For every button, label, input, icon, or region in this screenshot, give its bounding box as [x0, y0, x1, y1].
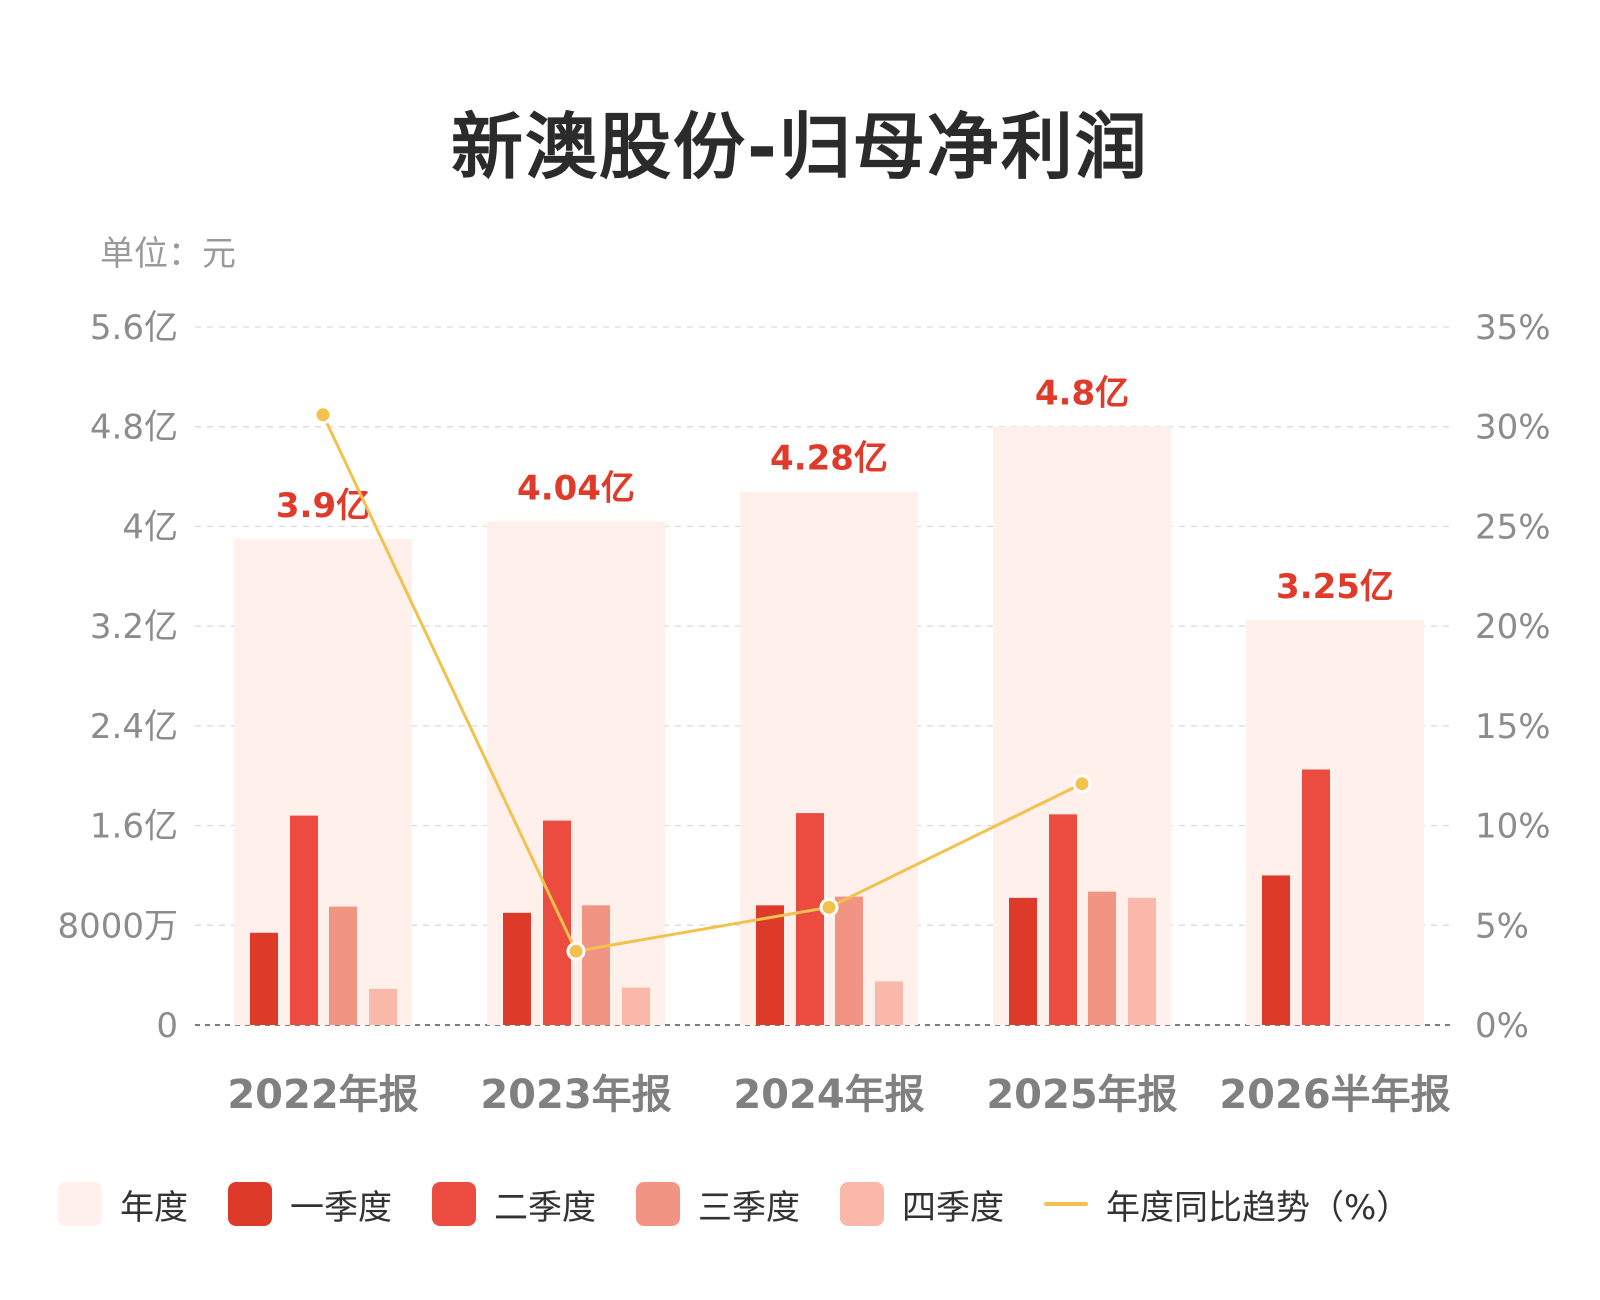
legend-swatch-annual: [58, 1182, 102, 1226]
trend-point: [313, 405, 333, 425]
y-right-tick-label: 0%: [1475, 1006, 1529, 1046]
y-left-tick-label: 5.6亿: [90, 308, 178, 348]
legend-label-annual: 年度: [120, 1187, 188, 1228]
annual-value-label: 3.25亿: [1276, 567, 1394, 607]
quarter-bar: [290, 815, 318, 1025]
legend-label-q4: 四季度: [902, 1187, 1004, 1228]
legend-label-q1: 一季度: [290, 1187, 392, 1228]
legend-swatch-q1: [228, 1182, 272, 1226]
quarter-bar: [1262, 875, 1290, 1025]
chart-title: 新澳股份-归母净利润: [451, 105, 1149, 189]
legend-item-q4: 四季度: [840, 1180, 1004, 1229]
quarter-bar: [1088, 891, 1116, 1025]
y-right-tick-label: 5%: [1475, 906, 1529, 946]
y-right-tick-label: 30%: [1475, 408, 1551, 448]
annual-value-label: 4.8亿: [1035, 374, 1129, 414]
y-left-tick-label: 4.8亿: [90, 408, 178, 448]
legend-item-annual: 年度: [58, 1180, 188, 1229]
quarter-bar: [796, 813, 824, 1025]
quarter-bar: [543, 820, 571, 1025]
quarter-bar: [250, 932, 278, 1025]
annual-value-label: 3.9亿: [276, 486, 370, 526]
y-right-tick-label: 35%: [1475, 308, 1551, 348]
legend-swatch-trend: [1044, 1202, 1088, 1206]
legend-item-q1: 一季度: [228, 1180, 392, 1229]
quarter-bar: [329, 906, 357, 1025]
quarter-bar: [1128, 897, 1156, 1025]
y-right-tick-label: 10%: [1475, 807, 1551, 847]
trend-point: [566, 941, 586, 961]
x-category-label: 2024年报: [733, 1072, 924, 1118]
quarter-bar: [875, 981, 903, 1025]
quarter-bar: [756, 905, 784, 1025]
quarter-bar: [1302, 769, 1330, 1025]
quarter-bar: [1009, 897, 1037, 1025]
y-right-tick-label: 20%: [1475, 607, 1551, 647]
legend-label-q3: 三季度: [698, 1187, 800, 1228]
annual-value-label: 4.28亿: [770, 439, 888, 479]
quarter-bar: [835, 896, 863, 1025]
quarter-bar: [1049, 814, 1077, 1025]
legend-label-q2: 二季度: [494, 1187, 596, 1228]
legend-item-trend: 年度同比趋势（%）: [1044, 1180, 1410, 1229]
y-left-tick-label: 0: [156, 1006, 178, 1046]
annual-value-label: 4.04亿: [517, 468, 635, 508]
y-left-tick-label: 2.4亿: [90, 707, 178, 747]
x-category-label: 2026半年报: [1219, 1072, 1450, 1118]
quarter-bar: [369, 988, 397, 1025]
trend-line: [321, 414, 1083, 953]
unit-label: 单位：元: [100, 234, 236, 274]
x-category-label: 2023年报: [480, 1072, 671, 1118]
legend-swatch-q2: [432, 1182, 476, 1226]
y-left-tick-label: 4亿: [122, 507, 178, 547]
x-category-label: 2022年报: [227, 1072, 418, 1118]
y-left-tick-label: 1.6亿: [90, 807, 178, 847]
legend-label-trend: 年度同比趋势（%）: [1106, 1187, 1411, 1228]
legend-swatch-q4: [840, 1182, 884, 1226]
y-left-tick-label: 8000万: [57, 906, 178, 946]
quarter-bar: [503, 912, 531, 1025]
quarter-bar: [622, 987, 650, 1025]
y-right-tick-label: 25%: [1475, 507, 1551, 547]
trend-point: [819, 897, 839, 917]
trend-point: [1072, 774, 1092, 794]
legend: 年度 一季度 二季度 三季度 四季度 年度同比趋势（%）: [58, 1180, 1450, 1228]
y-left-tick-label: 3.2亿: [90, 607, 178, 647]
legend-item-q3: 三季度: [636, 1180, 800, 1229]
legend-item-q2: 二季度: [432, 1180, 596, 1229]
x-category-label: 2025年报: [986, 1072, 1177, 1118]
y-right-tick-label: 15%: [1475, 707, 1551, 747]
legend-swatch-q3: [636, 1182, 680, 1226]
quarter-bar: [582, 905, 610, 1025]
